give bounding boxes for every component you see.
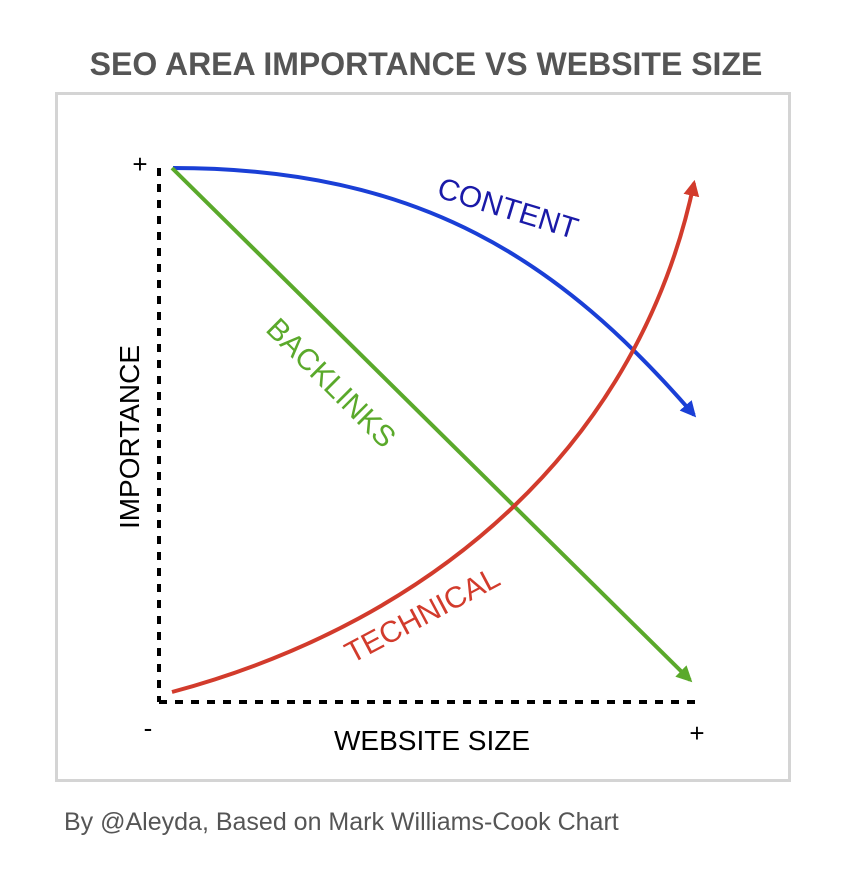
x-axis-label: WEBSITE SIZE [334, 725, 530, 756]
series-line-technical [171, 179, 700, 694]
chart-frame [55, 92, 791, 782]
series-label-content: CONTENT [434, 172, 582, 246]
y-axis-max-tick: + [132, 149, 147, 179]
x-axis-max-tick: + [689, 718, 704, 748]
x-axis-min-tick: - [144, 713, 153, 743]
series-line-content [172, 166, 697, 418]
credit-text: By @Aleyda, Based on Mark Williams-Cook … [64, 808, 619, 836]
series-label-backlinks: BACKLINKS [260, 312, 402, 454]
chart-title: SEO AREA IMPORTANCE VS WEBSITE SIZE [89, 46, 763, 82]
series-line-backlinks [170, 166, 693, 683]
y-axis-label: IMPORTANCE [114, 345, 145, 529]
